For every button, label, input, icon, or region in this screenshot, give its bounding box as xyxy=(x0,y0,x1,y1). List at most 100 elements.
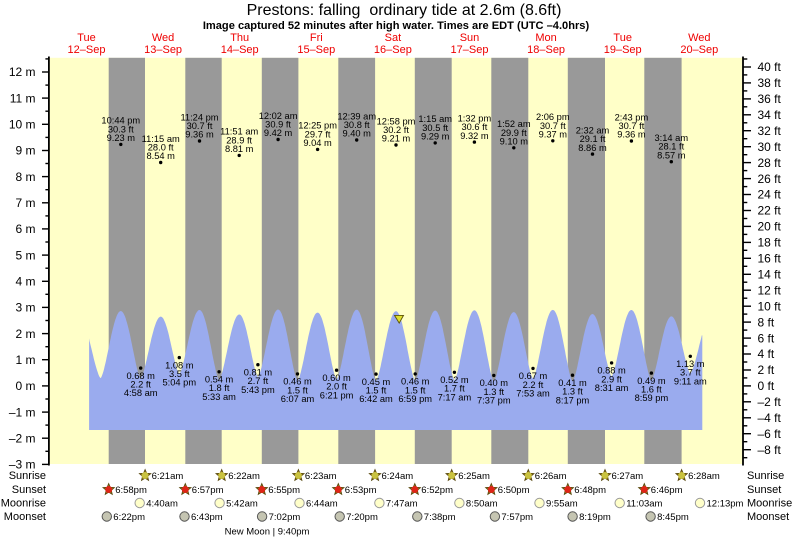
svg-text:1.13 m: 1.13 m xyxy=(676,359,705,369)
svg-text:8:59 pm: 8:59 pm xyxy=(635,393,669,403)
svg-text:24 ft: 24 ft xyxy=(758,188,782,202)
svg-text:2:06 pm: 2:06 pm xyxy=(536,112,570,122)
svg-text:0.52 m: 0.52 m xyxy=(440,375,469,385)
svg-text:10 ft: 10 ft xyxy=(758,299,782,313)
svg-text:6:50pm: 6:50pm xyxy=(498,485,530,496)
svg-text:3 m: 3 m xyxy=(15,301,35,315)
svg-text:6:22am: 6:22am xyxy=(228,471,260,482)
svg-text:1:15 am: 1:15 am xyxy=(418,114,452,124)
svg-text:6:52pm: 6:52pm xyxy=(421,485,453,496)
svg-text:12 ft: 12 ft xyxy=(758,283,782,297)
svg-text:5:33 am: 5:33 am xyxy=(202,392,236,402)
svg-text:30.8 ft: 30.8 ft xyxy=(344,120,370,130)
svg-text:28.0 ft: 28.0 ft xyxy=(148,143,174,153)
svg-text:Tue: Tue xyxy=(77,32,96,44)
svg-text:Moonrise: Moonrise xyxy=(747,498,792,510)
svg-text:36 ft: 36 ft xyxy=(758,92,782,106)
svg-text:12–Sep: 12–Sep xyxy=(68,44,106,56)
svg-text:2 m: 2 m xyxy=(15,327,35,341)
svg-text:6:46pm: 6:46pm xyxy=(651,485,683,496)
svg-text:7:38pm: 7:38pm xyxy=(424,512,456,523)
svg-text:16–Sep: 16–Sep xyxy=(374,44,412,56)
svg-text:30.6 ft: 30.6 ft xyxy=(461,122,487,132)
svg-text:9.37 m: 9.37 m xyxy=(539,130,568,140)
svg-text:12:25 pm: 12:25 pm xyxy=(298,121,337,131)
svg-text:9 m: 9 m xyxy=(15,144,35,158)
svg-text:18–Sep: 18–Sep xyxy=(527,44,565,56)
svg-text:12:02 am: 12:02 am xyxy=(259,111,298,121)
svg-text:29.9 ft: 29.9 ft xyxy=(501,128,527,138)
svg-text:1:52 am: 1:52 am xyxy=(497,119,531,129)
svg-text:New Moon | 9:40pm: New Moon | 9:40pm xyxy=(225,527,310,538)
svg-text:9.04 m: 9.04 m xyxy=(303,138,332,148)
svg-text:–2 m: –2 m xyxy=(9,431,36,445)
svg-text:1.7 ft: 1.7 ft xyxy=(444,384,465,394)
svg-text:Sat: Sat xyxy=(385,32,402,44)
svg-text:6:21 pm: 6:21 pm xyxy=(320,390,354,400)
svg-text:–3 m: –3 m xyxy=(9,458,36,472)
svg-text:6:57pm: 6:57pm xyxy=(192,485,224,496)
svg-text:30.9 ft: 30.9 ft xyxy=(265,120,291,130)
svg-text:9.42 m: 9.42 m xyxy=(264,128,293,138)
svg-text:9:55am: 9:55am xyxy=(546,498,578,509)
svg-text:6:26am: 6:26am xyxy=(535,471,567,482)
svg-text:–4 ft: –4 ft xyxy=(758,411,782,425)
svg-text:Thu: Thu xyxy=(230,32,249,44)
svg-text:4 ft: 4 ft xyxy=(758,347,775,361)
svg-text:0.49 m: 0.49 m xyxy=(637,376,666,386)
svg-text:12 m: 12 m xyxy=(9,65,36,79)
svg-text:18 ft: 18 ft xyxy=(758,236,782,250)
svg-text:2.2 ft: 2.2 ft xyxy=(523,380,544,390)
svg-text:Moonset: Moonset xyxy=(747,511,789,523)
svg-text:6:55pm: 6:55pm xyxy=(268,485,300,496)
svg-text:30.2 ft: 30.2 ft xyxy=(383,125,409,135)
svg-text:1:32 pm: 1:32 pm xyxy=(458,113,492,123)
svg-text:6:22pm: 6:22pm xyxy=(113,512,145,523)
svg-text:Sunset: Sunset xyxy=(12,484,46,496)
svg-text:Sun: Sun xyxy=(460,32,480,44)
svg-text:6:27am: 6:27am xyxy=(612,471,644,482)
svg-text:Prestons: falling ordinary ti: Prestons: falling ordinary tide at 2.6m … xyxy=(247,2,562,19)
svg-text:12:39 am: 12:39 am xyxy=(337,111,376,121)
svg-text:30.5 ft: 30.5 ft xyxy=(422,123,448,133)
svg-text:8 m: 8 m xyxy=(15,170,35,184)
svg-text:0.46 m: 0.46 m xyxy=(401,377,430,387)
svg-text:9.36 m: 9.36 m xyxy=(185,130,214,140)
svg-text:19–Sep: 19–Sep xyxy=(604,44,642,56)
svg-text:–6 ft: –6 ft xyxy=(758,427,782,441)
svg-text:9.36 m: 9.36 m xyxy=(617,130,646,140)
svg-text:11:03am: 11:03am xyxy=(626,498,662,509)
svg-text:40 ft: 40 ft xyxy=(758,60,782,74)
svg-text:2 ft: 2 ft xyxy=(758,363,775,377)
svg-text:6:24am: 6:24am xyxy=(382,471,414,482)
svg-text:0.40 m: 0.40 m xyxy=(480,378,509,388)
svg-text:3.5 ft: 3.5 ft xyxy=(169,369,190,379)
svg-text:6:59 pm: 6:59 pm xyxy=(398,394,432,404)
svg-text:8.81 m: 8.81 m xyxy=(225,144,254,154)
svg-text:2:32 am: 2:32 am xyxy=(576,125,610,135)
svg-text:0.81 m: 0.81 m xyxy=(244,367,273,377)
svg-text:6:58pm: 6:58pm xyxy=(115,485,147,496)
svg-text:2.2 ft: 2.2 ft xyxy=(130,380,151,390)
svg-text:0.68 m: 0.68 m xyxy=(126,371,155,381)
svg-text:7:02pm: 7:02pm xyxy=(269,512,301,523)
svg-text:2.0 ft: 2.0 ft xyxy=(326,382,347,392)
svg-text:38 ft: 38 ft xyxy=(758,76,782,90)
svg-text:28 ft: 28 ft xyxy=(758,156,782,170)
svg-text:4:58 am: 4:58 am xyxy=(124,388,158,398)
svg-text:32 ft: 32 ft xyxy=(758,124,782,138)
svg-text:10 m: 10 m xyxy=(9,118,36,132)
svg-text:Sunrise: Sunrise xyxy=(9,470,46,482)
svg-text:2.9 ft: 2.9 ft xyxy=(601,374,622,384)
svg-text:10:44 pm: 10:44 pm xyxy=(101,116,140,126)
svg-text:15–Sep: 15–Sep xyxy=(297,44,335,56)
svg-text:1.5 ft: 1.5 ft xyxy=(405,385,426,395)
svg-text:1.8 ft: 1.8 ft xyxy=(209,383,230,393)
svg-text:2:43 pm: 2:43 pm xyxy=(615,112,649,122)
svg-text:30.7 ft: 30.7 ft xyxy=(187,121,213,131)
svg-text:6:28am: 6:28am xyxy=(688,471,720,482)
svg-text:0.88 m: 0.88 m xyxy=(597,366,626,376)
svg-text:1 m: 1 m xyxy=(15,353,35,367)
svg-text:9.10 m: 9.10 m xyxy=(500,137,529,147)
svg-text:6:48pm: 6:48pm xyxy=(574,485,606,496)
